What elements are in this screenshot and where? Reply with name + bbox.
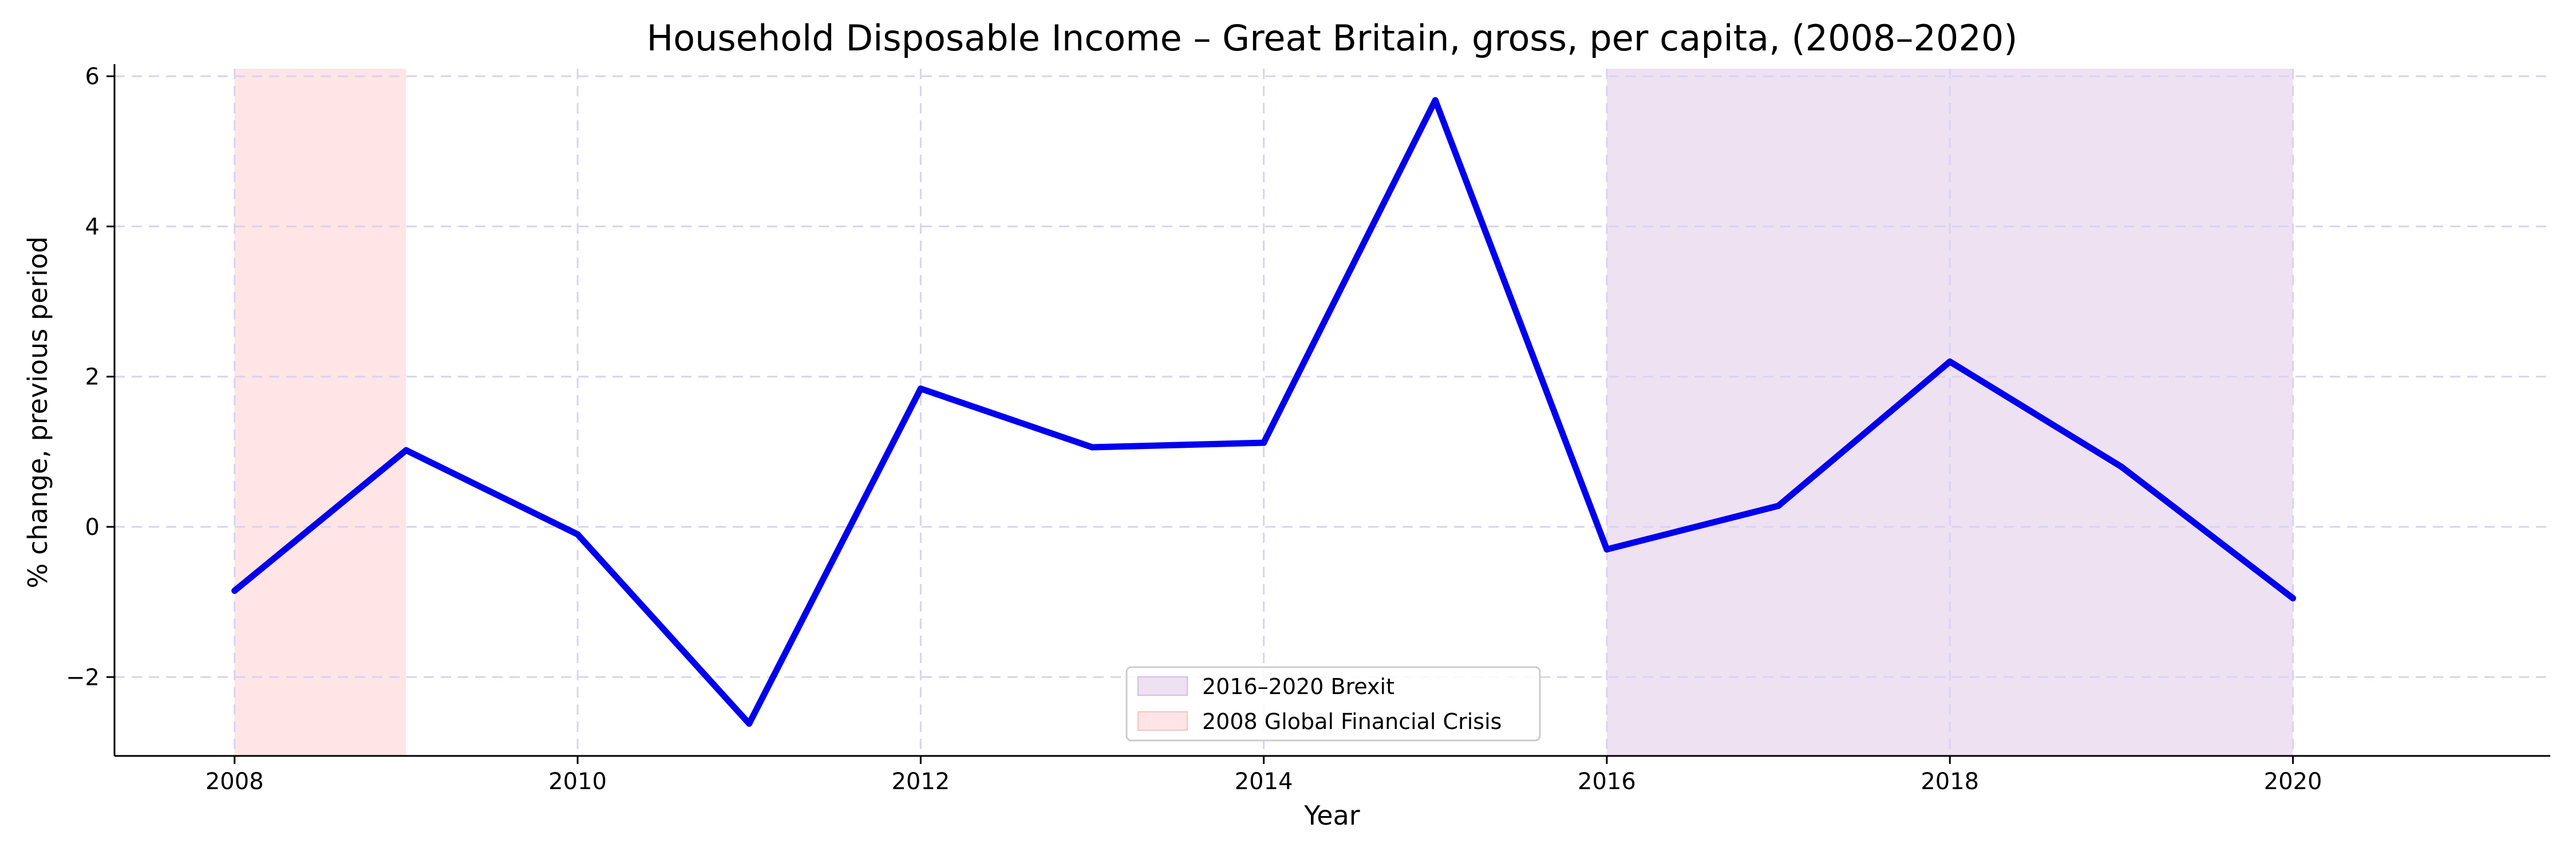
x-tick-label-2008: 2008 bbox=[206, 769, 264, 795]
legend-box bbox=[1125, 666, 1541, 742]
data-point-2013 bbox=[1089, 444, 1096, 451]
x-tick-label-2018: 2018 bbox=[1921, 769, 1979, 795]
data-point-2016 bbox=[1603, 546, 1610, 553]
data-point-2017 bbox=[1775, 502, 1782, 509]
data-point-2014 bbox=[1261, 439, 1267, 446]
chart-title: Household Disposable Income – Great Brit… bbox=[647, 17, 2018, 59]
series-layer bbox=[231, 97, 2297, 727]
data-point-2009 bbox=[402, 447, 409, 454]
data-point-2012 bbox=[917, 385, 924, 392]
x-tick-label-2016: 2016 bbox=[1578, 769, 1636, 795]
y-tick-label-6: 6 bbox=[85, 64, 100, 90]
y-tick-label--2: −2 bbox=[66, 664, 100, 691]
data-point-2018 bbox=[1946, 358, 1953, 365]
y-axis-label: % change, previous period bbox=[22, 237, 53, 589]
y-tick-label-4: 4 bbox=[85, 214, 100, 240]
data-point-2010 bbox=[574, 531, 581, 538]
x-tick-label-2010: 2010 bbox=[548, 769, 607, 795]
legend-label-brexit: 2016–2020 Brexit bbox=[1202, 674, 1394, 699]
x-tick-label-2020: 2020 bbox=[2264, 769, 2322, 795]
data-point-2020 bbox=[2290, 595, 2297, 602]
x-tick-label-2012: 2012 bbox=[891, 769, 950, 795]
y-tick-label-0: 0 bbox=[85, 514, 100, 541]
legend: 2016–2020 Brexit 2008 Global Financial C… bbox=[1125, 666, 1541, 742]
legend-label-financial-crisis: 2008 Global Financial Crisis bbox=[1202, 709, 1502, 734]
x-axis-label: Year bbox=[1303, 800, 1360, 831]
data-point-2019 bbox=[2118, 463, 2125, 470]
data-point-2015 bbox=[1432, 97, 1439, 104]
data-point-2008 bbox=[231, 587, 238, 594]
legend-swatch-brexit bbox=[1137, 676, 1188, 696]
legend-swatch-financial-crisis bbox=[1137, 711, 1188, 731]
data-point-2011 bbox=[746, 720, 753, 727]
shaded-region-1 bbox=[234, 69, 406, 756]
axes bbox=[113, 64, 2550, 757]
x-tick-label-2014: 2014 bbox=[1235, 769, 1293, 795]
y-tick-label-2: 2 bbox=[85, 364, 100, 391]
ticks: 2008 2010 2012 2014 2016 2018 2020 −2 0 2 4 6 bbox=[66, 64, 2322, 795]
grid bbox=[114, 69, 2550, 756]
